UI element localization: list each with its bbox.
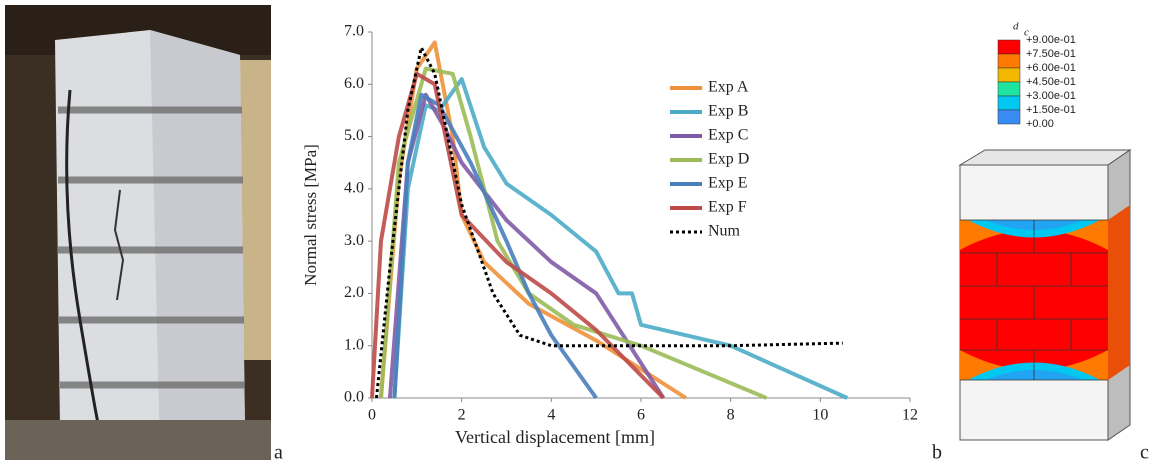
x-axis-label: Vertical displacement [mm] (455, 427, 655, 447)
y-tick-label: 7.0 (344, 23, 364, 40)
x-tick-label: 4 (547, 407, 555, 424)
series-line (392, 92, 598, 400)
panel-label: c (1140, 442, 1149, 464)
x-tick-label: 12 (902, 407, 918, 424)
x-tick-label: 6 (637, 407, 645, 424)
y-tick-label: 3.0 (344, 232, 364, 249)
legend-label: Exp A (708, 79, 749, 96)
x-tick-label: 2 (458, 407, 466, 424)
x-tick-label: 0 (368, 407, 376, 424)
legend-label: Exp C (708, 127, 748, 144)
panel-label: b (932, 442, 942, 464)
y-tick-label: 1.0 (344, 336, 364, 353)
colorbar-label: +3.00e-01 (1026, 90, 1076, 102)
colorbar-label: +1.50e-01 (1026, 104, 1076, 116)
legend-label: Exp B (708, 103, 748, 120)
y-tick-label: 0.0 (344, 389, 364, 406)
legend-label: Num (708, 223, 741, 240)
colorbar-label: +4.50e-01 (1026, 76, 1076, 88)
colorbar-label: +9.00e-01 (1026, 34, 1076, 46)
colorbar: d c +9.00e-01 +7.50e-01 +6.00e-01 +4.50e-01… (997, 21, 1076, 130)
legend-label: Exp F (708, 199, 747, 216)
y-tick-label: 2.0 (344, 284, 364, 301)
series-line (374, 46, 843, 399)
legend-label: Exp E (708, 175, 748, 192)
contour-symbol: d (1013, 21, 1019, 33)
photo (5, 5, 271, 460)
colorbar-label: +0.00 (1026, 118, 1054, 130)
chart: Vertical displacement [mm] Normal stress… (301, 23, 918, 447)
colorbar-swatch (997, 67, 1021, 83)
colorbar-swatch (997, 39, 1021, 55)
panel-label: a (274, 442, 283, 464)
colorbar-swatch (997, 81, 1021, 97)
x-tick-label: 8 (727, 407, 735, 424)
y-tick-label: 6.0 (344, 75, 364, 92)
colorbar-label: +7.50e-01 (1026, 48, 1076, 60)
colorbar-swatch (997, 109, 1021, 125)
series-line (387, 92, 666, 400)
colorbar-label: +6.00e-01 (1026, 62, 1076, 74)
colorbar-swatch (997, 53, 1021, 69)
y-axis-label: Normal stress [MPa] (301, 144, 320, 286)
contour-subscript: c (1024, 27, 1029, 39)
legend-label: Exp D (708, 151, 749, 168)
y-tick-label: 5.0 (344, 127, 364, 144)
y-tick-label: 4.0 (344, 180, 364, 197)
colorbar-swatch (997, 95, 1021, 111)
series-line (392, 77, 849, 400)
series-line (370, 71, 665, 400)
fe-model (958, 149, 1132, 441)
x-tick-label: 10 (812, 407, 828, 424)
